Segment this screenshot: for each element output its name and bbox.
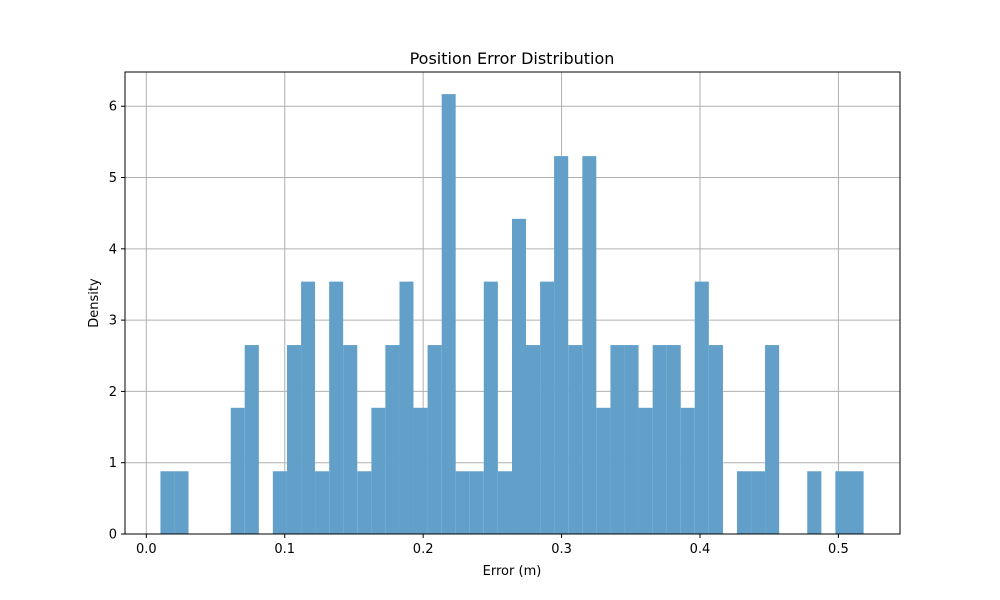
histogram-bar [554, 156, 569, 534]
histogram-bar [483, 281, 498, 534]
histogram-bar [244, 345, 259, 534]
plot-frame [124, 71, 901, 535]
histogram-bar [286, 345, 302, 534]
histogram-bar [652, 345, 667, 534]
histogram-bar [427, 345, 442, 534]
x-tick-label: 0.3 [551, 542, 572, 557]
histogram-bar [582, 156, 597, 534]
histogram-bar [399, 281, 414, 534]
histogram-bar [751, 471, 766, 534]
histogram-bar [596, 407, 611, 534]
histogram-bar [849, 471, 864, 534]
histogram-bar [512, 218, 526, 535]
histogram-bar [357, 471, 372, 534]
x-tick-label: 0.1 [274, 542, 295, 557]
x-axis-label: Error (m) [483, 564, 542, 579]
histogram-bar [469, 471, 484, 534]
histogram-bar [371, 407, 386, 534]
y-tick-label: 2 [109, 385, 117, 400]
histogram-bar [568, 345, 583, 534]
y-tick-label: 0 [109, 528, 117, 543]
histogram-bar [624, 345, 639, 534]
histogram-bar [708, 345, 723, 534]
histogram-bar [315, 471, 330, 534]
histogram-bar [807, 471, 822, 534]
histogram-bar [736, 471, 752, 534]
histogram-bar [610, 345, 625, 534]
histogram-bar [525, 345, 541, 534]
histogram-bar [835, 471, 850, 534]
x-tick-label: 0.0 [136, 542, 157, 557]
y-tick-label: 4 [109, 242, 117, 257]
histogram-bar [540, 281, 555, 534]
x-tick-label: 0.2 [413, 542, 434, 557]
x-axis: 0.0 0.1 0.2 0.3 0.4 0.5 [136, 534, 849, 557]
y-axis: 0 1 2 3 4 5 6 [109, 100, 125, 543]
histogram-bar [638, 407, 653, 534]
histogram-bar [666, 345, 681, 534]
histogram-bar [455, 471, 470, 534]
y-axis-label: Density [87, 278, 102, 328]
y-tick-label: 6 [109, 100, 117, 115]
histogram-bar [413, 407, 428, 534]
histogram-bars [160, 94, 864, 535]
histogram-bar [441, 94, 456, 534]
histogram-bar [680, 407, 695, 534]
histogram-bar [694, 281, 709, 534]
x-tick-label: 0.4 [690, 542, 711, 557]
histogram-bar [497, 471, 513, 534]
y-tick-label: 1 [109, 456, 117, 471]
chart-title: Position Error Distribution [410, 49, 615, 68]
histogram-bar [272, 471, 287, 534]
x-tick-label: 0.5 [828, 542, 849, 557]
histogram-bar [230, 407, 245, 534]
histogram-bar [765, 345, 780, 534]
y-tick-label: 5 [109, 171, 117, 186]
y-tick-label: 3 [109, 314, 117, 329]
histogram-bar [301, 281, 316, 534]
histogram-bar [160, 471, 175, 534]
histogram-bar [385, 345, 400, 534]
histogram-bar [329, 281, 344, 534]
histogram-bar [343, 345, 358, 534]
histogram-bar [174, 471, 189, 534]
